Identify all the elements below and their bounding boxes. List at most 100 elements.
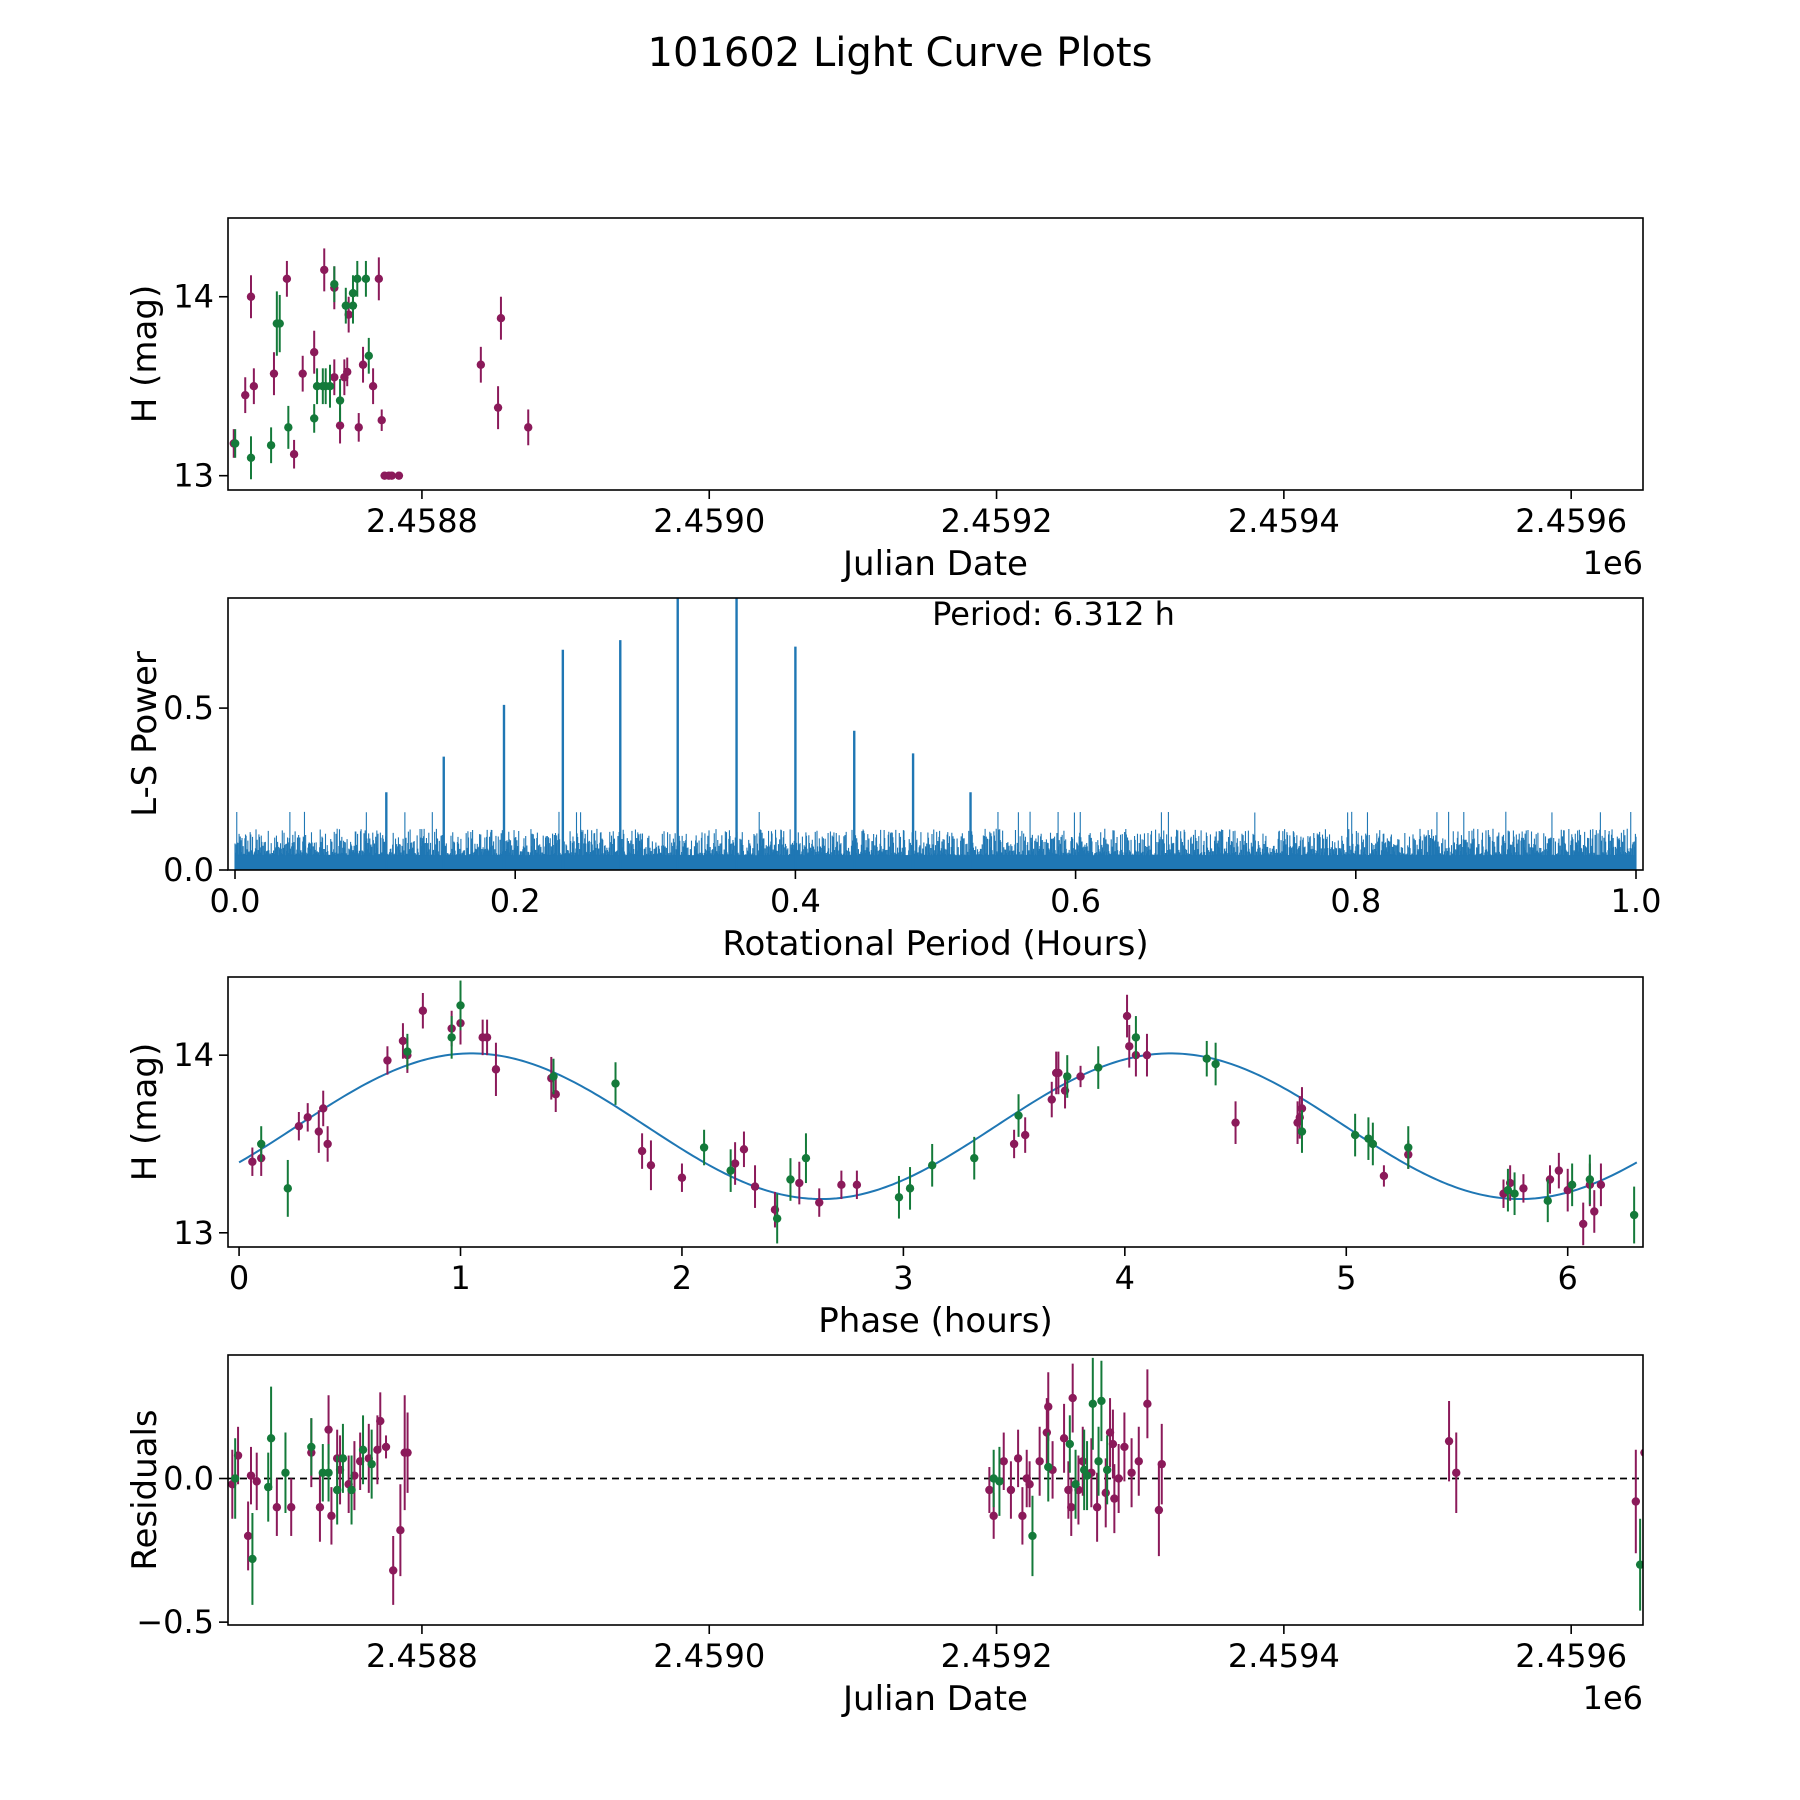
y-axis-label: Residuals: [125, 1409, 165, 1570]
data-point: [1554, 1166, 1564, 1175]
data-point: [347, 1485, 356, 1495]
x-tick-label: 0.8: [1330, 882, 1381, 920]
data-point: [314, 1127, 323, 1136]
data-point: [269, 369, 279, 378]
data-point: [249, 382, 259, 391]
data-point: [403, 1047, 412, 1056]
data-point: [739, 1145, 749, 1154]
x-tick-label: 2.4592: [941, 1637, 1053, 1675]
axes-frame: [227, 976, 1644, 1248]
data-point: [358, 360, 368, 369]
data-point: [1635, 1560, 1643, 1569]
data-point: [1143, 1399, 1152, 1409]
data-point: [1585, 1175, 1595, 1184]
data-point: [341, 301, 350, 310]
data-point: [1631, 1497, 1641, 1506]
plot-area: [228, 1357, 1668, 1611]
x-tick-label: 2.4590: [653, 502, 765, 540]
data-point: [1078, 1457, 1087, 1466]
data-point: [387, 471, 396, 480]
data-point: [1231, 1118, 1240, 1127]
data-point: [327, 1511, 336, 1521]
data-point: [1379, 1171, 1389, 1181]
data-point: [852, 1180, 862, 1190]
data-point: [246, 292, 256, 301]
data-point: [999, 1457, 1008, 1466]
x-tick-label: 2.4596: [1515, 1637, 1627, 1675]
panel-lightcurve: 2.4588 2.4590 2.4592 2.4594 2.4596 13 14 Julian…: [125, 217, 1644, 584]
x-tick-label: 0.0: [210, 882, 261, 920]
panel-phased: 0 1 2 3 4 5 6 13 14 Phase (hours) H (mag): [125, 976, 1644, 1341]
data-point: [364, 351, 373, 360]
data-point: [1519, 1184, 1528, 1193]
x-tick-label: 0.2: [490, 882, 541, 920]
data-point: [1157, 1459, 1166, 1469]
x-axis-label: Julian Date: [841, 544, 1028, 584]
x-tick-label: 5: [1336, 1259, 1356, 1297]
y-tick-label: 13: [173, 457, 214, 495]
data-point: [376, 1416, 385, 1426]
data-point: [476, 360, 486, 369]
data-point: [1097, 1396, 1106, 1406]
data-point: [330, 280, 339, 289]
data-point: [1009, 1139, 1019, 1149]
y-tick-label: 13: [173, 1214, 214, 1252]
data-point: [246, 453, 256, 462]
data-point: [1368, 1139, 1378, 1149]
x-offset-label: 1e6: [1583, 1679, 1643, 1717]
data-point: [367, 1459, 376, 1469]
plot-area: [238, 980, 1639, 1246]
data-point: [1120, 1442, 1129, 1452]
data-point: [1350, 1130, 1360, 1140]
y-axis-label: H (mag): [125, 1043, 165, 1181]
data-point: [1154, 1505, 1164, 1515]
x-axis-label: Phase (hours): [818, 1301, 1052, 1341]
data-point: [970, 1153, 979, 1163]
y-axis-label: H (mag): [125, 285, 165, 423]
data-point: [324, 1468, 333, 1477]
period-annotation: Period: 6.312 h: [932, 595, 1175, 633]
data-point: [243, 1531, 253, 1541]
data-point: [1660, 1592, 1668, 1600]
data-point: [1108, 1439, 1118, 1449]
data-point: [1035, 1457, 1044, 1466]
data-point: [248, 1554, 257, 1564]
data-point: [646, 1161, 656, 1170]
data-point: [266, 1434, 276, 1443]
data-point: [1047, 1095, 1056, 1104]
x-axis-label: Rotational Period (Hours): [722, 924, 1148, 964]
y-tick-label: 0.0: [163, 1460, 214, 1498]
data-point: [1110, 1494, 1119, 1503]
data-point: [1088, 1399, 1098, 1409]
data-point: [381, 1442, 391, 1452]
x-tick-label: 2.4588: [366, 1637, 478, 1675]
data-point: [1067, 1503, 1076, 1512]
data-point: [248, 1157, 257, 1166]
data-point: [1018, 1511, 1027, 1521]
data-point: [496, 314, 506, 323]
data-point: [307, 1442, 316, 1452]
data-point: [394, 471, 404, 480]
data-point: [772, 1214, 782, 1223]
data-point: [1202, 1054, 1211, 1063]
data-point: [1114, 1474, 1123, 1483]
x-tick-label: 2.4596: [1515, 502, 1627, 540]
data-point: [1044, 1402, 1053, 1411]
data-point: [1590, 1207, 1599, 1216]
data-point: [330, 373, 339, 382]
series-green: [230, 1386, 376, 1605]
x-tick-label: 2.4594: [1228, 502, 1340, 540]
data-point: [283, 1184, 292, 1193]
data-point: [927, 1161, 937, 1170]
x-axis-label: Julian Date: [841, 1679, 1028, 1719]
data-point: [1042, 1428, 1052, 1437]
data-point: [1122, 1011, 1132, 1021]
data-point: [294, 1122, 304, 1131]
data-point: [1013, 1454, 1023, 1463]
data-point: [995, 1477, 1004, 1486]
data-point: [230, 1474, 240, 1483]
data-point: [403, 1448, 412, 1457]
data-point: [750, 1182, 760, 1191]
data-point: [374, 274, 384, 284]
